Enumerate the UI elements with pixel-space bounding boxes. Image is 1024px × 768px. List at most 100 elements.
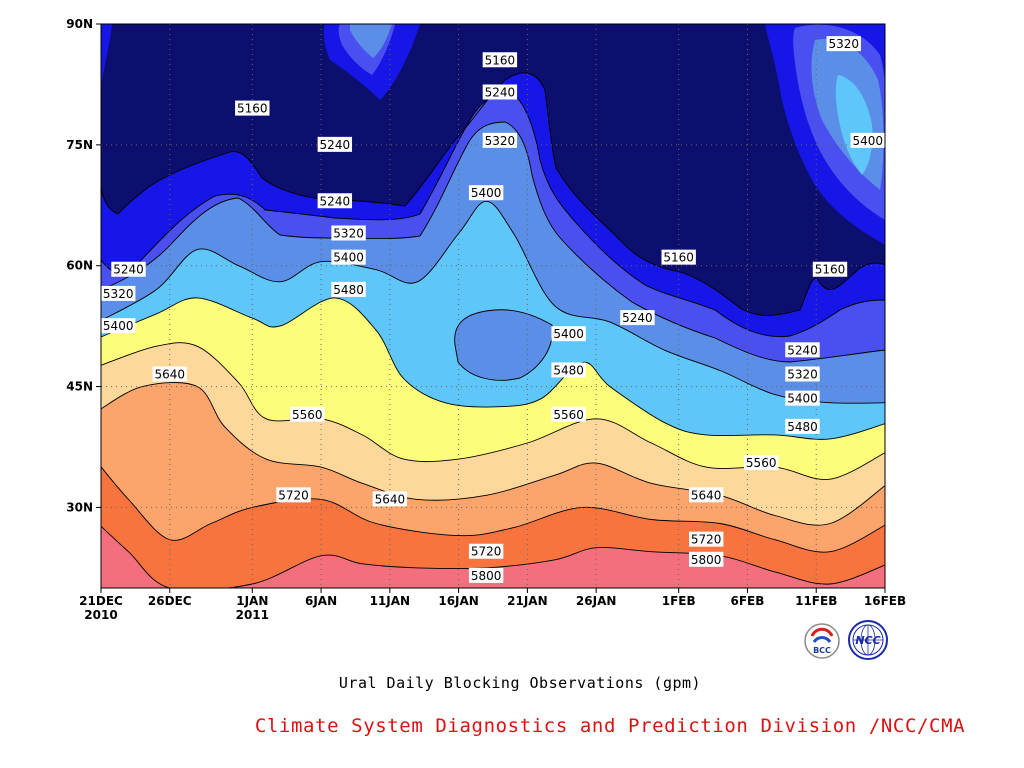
y-tick-label: 60N (66, 259, 93, 273)
fill-below-5800 (101, 526, 885, 588)
contour-fill-layer (101, 24, 885, 588)
contour-label-text: 5480 (787, 420, 818, 434)
contour-label-text: 5720 (471, 545, 502, 559)
contour-line-5720 (101, 466, 885, 553)
contour-label-text: 5640 (691, 488, 722, 502)
contour-label-text: 5800 (471, 569, 502, 583)
contour-label: 5160 (235, 100, 270, 116)
x-tick-label: 6FEB (731, 594, 765, 608)
contour-label-box (785, 390, 820, 406)
contour-label: 5560 (290, 406, 325, 422)
credit-line: Climate System Diagnostics and Predictio… (255, 715, 965, 737)
contour-label: 5240 (317, 193, 353, 209)
x-tick-label: 1JAN (236, 594, 268, 608)
contour-label: 5720 (688, 531, 724, 547)
contour-label-layer: 5160 5160 5160 5160 5240 5240 5240 5240 5240 5240… (101, 36, 885, 583)
contour-label-text: 5240 (320, 194, 351, 208)
fill-5400-5480-ne (835, 75, 873, 175)
contour-line-5160-north (101, 72, 885, 316)
contour-label-text: 5320 (103, 287, 134, 301)
contour-label-text: 5160 (815, 263, 846, 277)
contour-label: 5800 (688, 551, 724, 567)
contour-label-box (785, 366, 820, 382)
contour-label-box (468, 567, 504, 583)
x-tick-label: 11JAN (370, 594, 411, 608)
contour-label: 5240 (317, 136, 353, 152)
contour-label: 5240 (620, 310, 655, 326)
contour-label-text: 5720 (278, 488, 309, 502)
contour-label: 5160 (482, 52, 518, 68)
contour-label: 5720 (276, 487, 311, 503)
contour-label-box (482, 132, 518, 148)
contour-line-5480 (101, 297, 885, 440)
bcc-logo: BCC (804, 623, 840, 659)
contour-label-box (331, 225, 366, 241)
ncc-logo-text: NCC (855, 634, 880, 647)
contour-label-text: 5160 (663, 251, 694, 265)
contour-label: 5320 (826, 36, 861, 52)
contour-line-5400 (101, 200, 885, 404)
contour-label-box (331, 281, 366, 297)
contour-label-text: 5640 (154, 367, 185, 381)
contour-label-text: 5240 (320, 138, 351, 152)
x-tick-label: 6JAN (305, 594, 337, 608)
y-tick-label: 45N (66, 380, 93, 394)
fill-5320-5400-pocket (454, 309, 553, 381)
contour-label-text: 5320 (333, 226, 364, 240)
contour-label-text: 5320 (787, 367, 818, 381)
contour-label-box (276, 487, 311, 503)
contour-label-box (551, 406, 586, 422)
contour-label-box (152, 366, 187, 382)
contour-label-box (101, 318, 136, 334)
x-tick-label: 26DEC (148, 594, 192, 608)
contour-label: 5640 (152, 366, 187, 382)
contour-label-text: 5160 (485, 53, 516, 67)
contour-line-5800 (101, 525, 885, 588)
contour-label-text: 5560 (746, 456, 777, 470)
contour-label: 5560 (744, 455, 779, 471)
contour-label: 5400 (551, 326, 586, 342)
contour-label: 5640 (688, 487, 724, 503)
contour-label: 5640 (372, 491, 408, 507)
contour-label-box (101, 285, 136, 301)
contour-label-text: 5160 (237, 102, 268, 116)
contour-label-text: 5400 (553, 327, 584, 341)
contour-label: 5720 (468, 543, 504, 559)
x-tick-label: 11FEB (795, 594, 837, 608)
x-tick-label: 21JAN (507, 594, 548, 608)
x-tick-label: 16JAN (438, 594, 479, 608)
contour-label-text: 5400 (853, 134, 884, 148)
contour-label-box (688, 531, 724, 547)
contour-label: 5320 (482, 132, 518, 148)
chart-title: Ural Daily Blocking Observations (gpm) (339, 674, 701, 692)
contour-label: 5400 (468, 185, 504, 201)
contour-label-box (744, 455, 779, 471)
x-tick-label: 21DEC (79, 594, 123, 608)
y-tick-label: 90N (66, 17, 93, 31)
contour-label-text: 5640 (375, 492, 406, 506)
contour-label-box (331, 249, 366, 265)
contour-label-text: 5240 (485, 85, 516, 99)
contour-label-box (290, 406, 325, 422)
contour-label-box (850, 132, 885, 148)
contour-label-text: 5240 (787, 343, 818, 357)
contour-label: 5400 (331, 249, 366, 265)
contour-label-box (620, 310, 655, 326)
contour-label: 5240 (482, 84, 518, 100)
y-tick-label: 30N (66, 500, 93, 514)
contour-label-text: 5320 (485, 134, 516, 148)
contour-label-text: 5720 (691, 533, 722, 547)
contour-label-text: 5480 (553, 363, 584, 377)
x-tick-label: 16FEB (864, 594, 906, 608)
contour-label-text: 5400 (471, 186, 502, 200)
contour-label-box (551, 362, 586, 378)
contour-label: 5400 (850, 132, 885, 148)
contour-line-5640 (101, 382, 885, 526)
contour-label-box (111, 261, 146, 277)
y-tick-label: 75N (66, 138, 93, 152)
contour-label-text: 5400 (787, 392, 818, 406)
contour-label: 5320 (101, 285, 136, 301)
contour-label-text: 5400 (103, 319, 134, 333)
